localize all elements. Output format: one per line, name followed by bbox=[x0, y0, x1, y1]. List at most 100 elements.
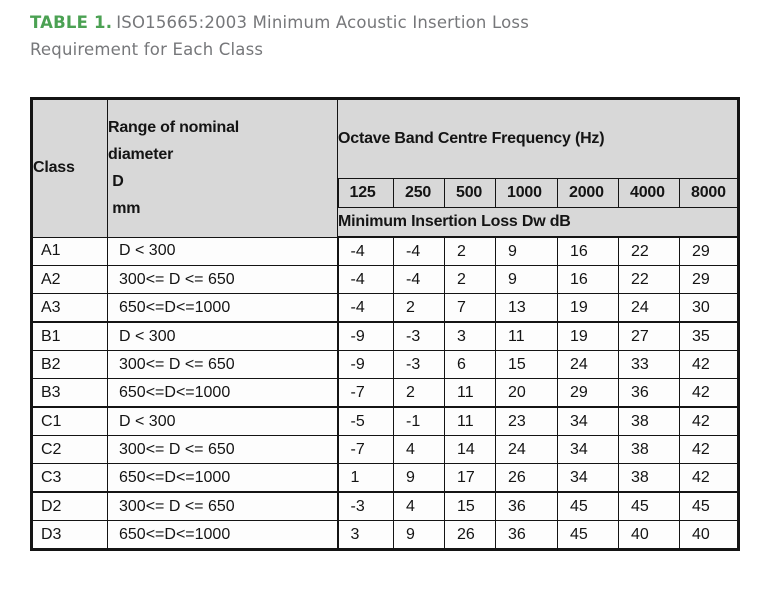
value-cell: 4 bbox=[393, 491, 445, 521]
value-cell: 29 bbox=[678, 265, 740, 294]
range-cell: 650<=D<=1000 bbox=[107, 293, 338, 323]
table-row-a3: A3 650<=D<=1000 -4 2 7 13 19 24 30 bbox=[31, 293, 740, 323]
value-cell: 42 bbox=[678, 350, 740, 379]
header-frequency-500: 500 bbox=[444, 178, 496, 208]
value-cell: 33 bbox=[618, 350, 680, 379]
value-cell: -9 bbox=[336, 321, 394, 351]
value-cell: 24 bbox=[618, 293, 680, 323]
range-cell: 300<= D <= 650 bbox=[107, 350, 338, 379]
table-row-d2: D2 300<= D <= 650 -3 4 15 36 45 45 45 bbox=[31, 491, 740, 521]
class-cell: A3 bbox=[31, 293, 108, 323]
header-class: Class bbox=[31, 98, 108, 238]
range-cell: 650<=D<=1000 bbox=[107, 378, 338, 408]
value-cell: 13 bbox=[495, 293, 558, 323]
header-range: Range of nominal diameter D mm bbox=[107, 98, 338, 238]
range-cell: 300<= D <= 650 bbox=[107, 265, 338, 294]
header-range-line: mm bbox=[108, 200, 141, 218]
value-cell: 2 bbox=[444, 265, 496, 294]
value-cell: 45 bbox=[557, 520, 619, 550]
header-frequency-8000: 8000 bbox=[678, 178, 740, 208]
value-cell: 2 bbox=[393, 293, 445, 323]
value-cell: 40 bbox=[618, 520, 680, 550]
value-cell: 9 bbox=[495, 265, 558, 294]
value-cell: -4 bbox=[393, 265, 445, 294]
header-frequency-2000: 2000 bbox=[557, 178, 619, 208]
value-cell: -5 bbox=[336, 406, 394, 436]
value-cell: 34 bbox=[557, 406, 619, 436]
value-cell: 6 bbox=[444, 350, 496, 379]
value-cell: -4 bbox=[336, 293, 394, 323]
value-cell: 2 bbox=[444, 236, 496, 266]
class-cell: B2 bbox=[31, 350, 108, 379]
value-cell: 34 bbox=[557, 435, 619, 464]
value-cell: 7 bbox=[444, 293, 496, 323]
range-cell: D < 300 bbox=[107, 406, 338, 436]
value-cell: 19 bbox=[557, 321, 619, 351]
header-frequency-4000: 4000 bbox=[618, 178, 680, 208]
value-cell: 42 bbox=[678, 463, 740, 493]
value-cell: 26 bbox=[444, 520, 496, 550]
table-row-c3: C3 650<=D<=1000 1 9 17 26 34 38 42 bbox=[31, 463, 740, 493]
value-cell: 20 bbox=[495, 378, 558, 408]
header-octave-band: Octave Band Centre Frequency (Hz) bbox=[336, 98, 740, 179]
value-cell: 14 bbox=[444, 435, 496, 464]
table-caption: TABLE 1. ISO15665:2003 Minimum Acoustic I… bbox=[30, 9, 529, 63]
range-cell: D < 300 bbox=[107, 236, 338, 266]
value-cell: 9 bbox=[393, 520, 445, 550]
value-cell: -4 bbox=[336, 265, 394, 294]
value-cell: 1 bbox=[336, 463, 394, 493]
value-cell: 29 bbox=[557, 378, 619, 408]
caption-text-line2: Requirement for Each Class bbox=[30, 40, 264, 59]
header-range-line: D bbox=[108, 173, 124, 191]
value-cell: 3 bbox=[336, 520, 394, 550]
class-cell: C1 bbox=[31, 406, 108, 436]
value-cell: -3 bbox=[336, 491, 394, 521]
value-cell: -4 bbox=[393, 236, 445, 266]
class-cell: C3 bbox=[31, 463, 108, 493]
value-cell: 9 bbox=[495, 236, 558, 266]
value-cell: -4 bbox=[336, 236, 394, 266]
class-cell: B1 bbox=[31, 321, 108, 351]
value-cell: -3 bbox=[393, 350, 445, 379]
value-cell: 15 bbox=[444, 491, 496, 521]
class-cell: A2 bbox=[31, 265, 108, 294]
value-cell: 30 bbox=[678, 293, 740, 323]
value-cell: 38 bbox=[618, 435, 680, 464]
value-cell: 36 bbox=[495, 491, 558, 521]
value-cell: 45 bbox=[678, 491, 740, 521]
class-cell: A1 bbox=[31, 236, 108, 266]
value-cell: 40 bbox=[678, 520, 740, 550]
value-cell: 11 bbox=[444, 378, 496, 408]
value-cell: 42 bbox=[678, 406, 740, 436]
value-cell: 42 bbox=[678, 435, 740, 464]
table-row-b1: B1 D < 300 -9 -3 3 11 19 27 35 bbox=[31, 321, 740, 351]
insertion-loss-table: Class Range of nominal diameter D mm Oct… bbox=[30, 97, 741, 551]
value-cell: 2 bbox=[393, 378, 445, 408]
value-cell: 17 bbox=[444, 463, 496, 493]
value-cell: -1 bbox=[393, 406, 445, 436]
range-cell: 650<=D<=1000 bbox=[107, 520, 338, 550]
table-row-c2: C2 300<= D <= 650 -7 4 14 24 34 38 42 bbox=[31, 435, 740, 464]
value-cell: -7 bbox=[336, 435, 394, 464]
value-cell: 16 bbox=[557, 265, 619, 294]
value-cell: 35 bbox=[678, 321, 740, 351]
value-cell: 22 bbox=[618, 236, 680, 266]
range-cell: 300<= D <= 650 bbox=[107, 491, 338, 521]
class-cell: B3 bbox=[31, 378, 108, 408]
range-cell: 650<=D<=1000 bbox=[107, 463, 338, 493]
header-frequency-125: 125 bbox=[336, 178, 394, 208]
table-row-b2: B2 300<= D <= 650 -9 -3 6 15 24 33 42 bbox=[31, 350, 740, 379]
header-range-line: Range of nominal bbox=[108, 119, 240, 137]
value-cell: 24 bbox=[557, 350, 619, 379]
value-cell: 4 bbox=[393, 435, 445, 464]
value-cell: 24 bbox=[495, 435, 558, 464]
table-row-a2: A2 300<= D <= 650 -4 -4 2 9 16 22 29 bbox=[31, 265, 740, 294]
header-frequency-250: 250 bbox=[393, 178, 445, 208]
value-cell: 42 bbox=[678, 378, 740, 408]
value-cell: 26 bbox=[495, 463, 558, 493]
value-cell: 16 bbox=[557, 236, 619, 266]
value-cell: -7 bbox=[336, 378, 394, 408]
value-cell: 45 bbox=[557, 491, 619, 521]
header-range-line: diameter bbox=[108, 146, 174, 164]
